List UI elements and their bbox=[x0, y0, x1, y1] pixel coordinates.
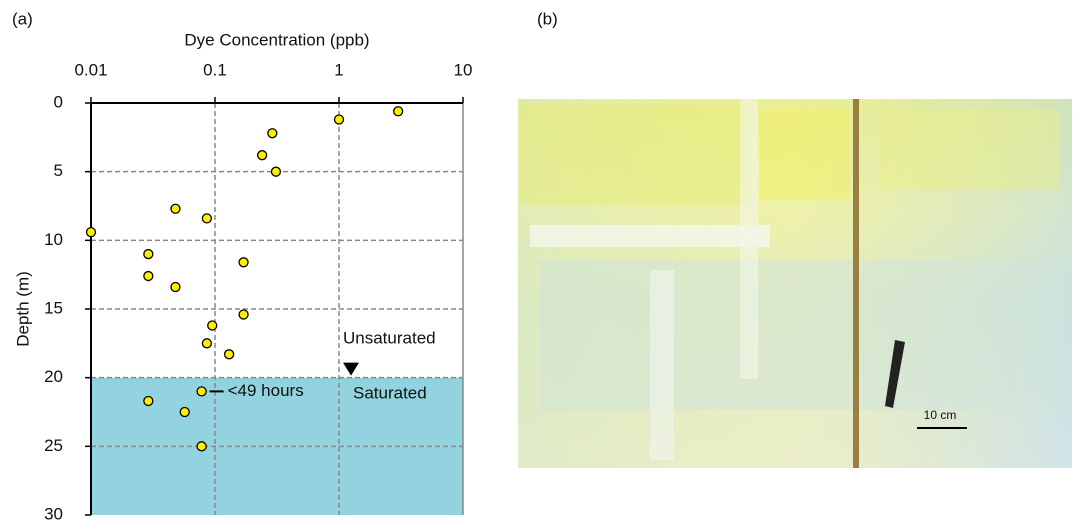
point bbox=[144, 272, 153, 281]
y-tick-label: 0 bbox=[54, 92, 63, 111]
point bbox=[271, 167, 280, 176]
y-axis-label: Depth (m) bbox=[13, 271, 32, 347]
y-tick-label: 30 bbox=[44, 504, 63, 523]
annotation: Saturated bbox=[353, 383, 427, 402]
point bbox=[239, 310, 248, 319]
point bbox=[208, 321, 217, 330]
point bbox=[180, 408, 189, 417]
x-tick-label: 0.01 bbox=[74, 60, 107, 79]
point bbox=[239, 258, 248, 267]
y-tick-label: 15 bbox=[44, 298, 63, 317]
x-tick-label: 10 bbox=[454, 60, 473, 79]
chart-title: Dye Concentration (ppb) bbox=[184, 30, 369, 49]
point bbox=[335, 115, 344, 124]
point bbox=[197, 387, 206, 396]
panel-label: (b) bbox=[537, 9, 558, 28]
annotation: <49 hours bbox=[228, 381, 304, 400]
x-tick-label: 1 bbox=[334, 60, 343, 79]
y-tick-label: 25 bbox=[44, 436, 63, 455]
point bbox=[394, 107, 403, 116]
point bbox=[87, 228, 96, 237]
dye-stain bbox=[760, 110, 850, 200]
x-tick-label: 0.1 bbox=[203, 60, 227, 79]
dye-stain bbox=[880, 110, 1060, 190]
scale-label: 10 cm bbox=[924, 408, 957, 422]
point bbox=[202, 339, 211, 348]
point bbox=[171, 204, 180, 213]
figure: (a) Dye Concentration (ppb) Depth (m) 0 5… bbox=[0, 0, 1077, 525]
panel-label: (a) bbox=[12, 9, 33, 28]
point bbox=[202, 214, 211, 223]
y-tick-label: 10 bbox=[44, 230, 63, 249]
dye-stain bbox=[540, 260, 1060, 410]
point bbox=[144, 250, 153, 259]
point bbox=[258, 151, 267, 160]
measuring-tape bbox=[853, 99, 859, 468]
point bbox=[144, 397, 153, 406]
point bbox=[225, 350, 234, 359]
y-tick-label: 20 bbox=[44, 367, 63, 386]
point bbox=[197, 442, 206, 451]
y-tick-label: 5 bbox=[54, 161, 63, 180]
ice-pipe bbox=[650, 270, 674, 460]
photo: 10 cm bbox=[518, 99, 1072, 468]
ice-pipe bbox=[740, 99, 758, 379]
dye-stain bbox=[520, 105, 750, 205]
water-table-marker bbox=[343, 363, 359, 376]
point bbox=[268, 129, 277, 138]
annotation: Unsaturated bbox=[343, 328, 436, 347]
point bbox=[171, 283, 180, 292]
ice-layer bbox=[530, 225, 770, 247]
plot: 0 5 10 15 20 25 30 0.01 0.1 1 10 Unsaturated Saturat… bbox=[44, 60, 472, 523]
